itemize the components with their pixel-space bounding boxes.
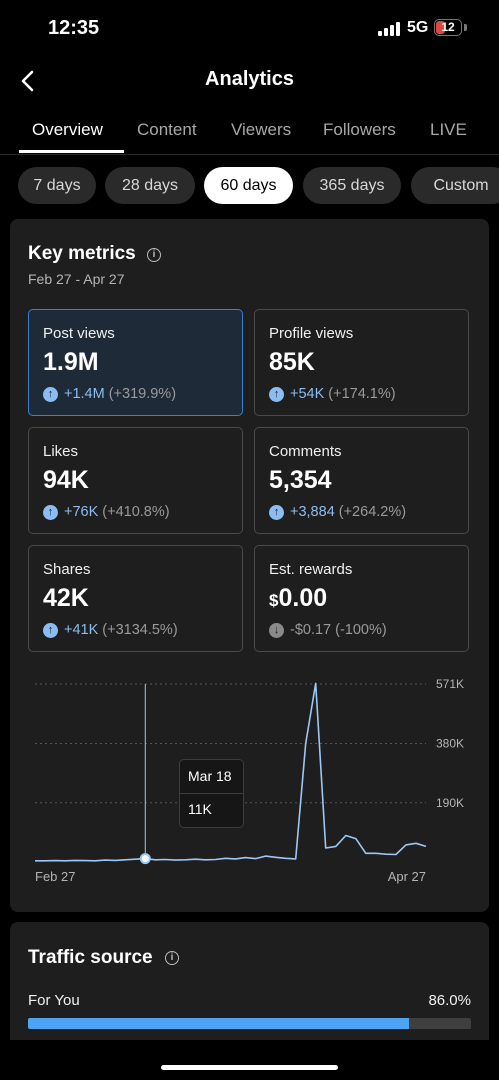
post-views-chart[interactable]: 190K 380K 571K Feb 27 Apr 27 [10, 669, 489, 899]
traffic-source-label: For You [28, 992, 80, 1009]
arrow-up-icon: ↑ [43, 504, 58, 520]
active-tab-indicator [19, 150, 124, 153]
signal-icon [378, 22, 400, 36]
metric-label: Likes [43, 443, 79, 460]
status-bar: 12:35 5G 12 [0, 0, 499, 56]
metric-pct: (+319.9%) [108, 386, 177, 402]
metric-change: ↑ +54K (+174.1%) [269, 386, 396, 402]
metric-value: 5,354 [269, 466, 332, 494]
traffic-source-title: Traffic source [28, 947, 153, 968]
chevron-left-icon [21, 70, 34, 92]
metric-delta: +76K [64, 504, 99, 520]
arrow-up-icon: ↑ [43, 622, 58, 638]
metric-label: Est. rewards [269, 561, 353, 578]
arrow-down-icon: ↓ [269, 622, 284, 638]
metric-change: ↑ +1.4M (+319.9%) [43, 386, 176, 402]
tab-overview[interactable]: Overview [32, 120, 103, 139]
y-tick-label: 380K [436, 737, 464, 751]
metric-label: Post views [43, 325, 115, 342]
tab-viewers[interactable]: Viewers [231, 120, 292, 139]
x-tick-label: Feb 27 [35, 869, 75, 884]
metric-change: ↑ +41K (+3134.5%) [43, 622, 178, 638]
battery-level: 12 [441, 20, 455, 34]
metric-value: 94K [43, 466, 89, 494]
info-icon[interactable]: i [165, 951, 179, 965]
status-time: 12:35 [48, 17, 100, 39]
y-tick-label: 571K [436, 677, 464, 691]
info-icon[interactable]: i [147, 248, 161, 262]
metric-value-number: 0.00 [278, 584, 328, 612]
back-button[interactable] [14, 66, 44, 96]
highlight-point [139, 853, 151, 865]
date-range-label: Feb 27 - Apr 27 [28, 271, 125, 287]
battery-icon: 12 [434, 19, 462, 36]
key-metrics-title: Key metrics [28, 243, 136, 264]
traffic-bar-track [28, 1018, 471, 1029]
metric-est-rewards[interactable]: Est. rewards $0.00 ↓ -$0.17 (-100%) [254, 545, 469, 652]
traffic-source-card: Traffic source i For You 86.0% [10, 922, 489, 1062]
network-type: 5G [407, 19, 429, 36]
metric-comments[interactable]: Comments 5,354 ↑ +3,884 (+264.2%) [254, 427, 469, 534]
metric-delta: +54K [290, 386, 325, 402]
bottom-area [0, 1040, 499, 1080]
arrow-up-icon: ↑ [269, 386, 284, 402]
metric-change: ↓ -$0.17 (-100%) [269, 622, 387, 638]
metric-delta: +41K [64, 622, 99, 638]
metric-likes[interactable]: Likes 94K ↑ +76K (+410.8%) [28, 427, 243, 534]
metric-pct: (+410.8%) [102, 504, 170, 520]
x-tick-label: Apr 27 [388, 869, 426, 884]
tab-bar: Overview Content Viewers Followers LIVE [0, 106, 499, 155]
metric-delta: +3,884 [290, 504, 335, 520]
metric-value: 1.9M [43, 348, 99, 376]
metric-change: ↑ +3,884 (+264.2%) [269, 504, 406, 520]
metric-post-views[interactable]: Post views 1.9M ↑ +1.4M (+319.9%) [28, 309, 243, 416]
page-title: Analytics [205, 68, 294, 90]
metric-label: Shares [43, 561, 91, 578]
chip-custom[interactable]: Custom [411, 167, 499, 204]
traffic-source-pct: 86.0% [428, 992, 471, 1009]
chip-7-days[interactable]: 7 days [18, 167, 96, 204]
tooltip-value: 11K [188, 801, 212, 817]
nav-header: Analytics [0, 56, 499, 106]
home-indicator[interactable] [161, 1065, 338, 1070]
metric-profile-views[interactable]: Profile views 85K ↑ +54K (+174.1%) [254, 309, 469, 416]
series-line [35, 682, 427, 862]
tooltip-divider [180, 793, 243, 794]
chart-tooltip: Mar 18 11K [179, 759, 244, 828]
arrow-up-icon: ↑ [269, 504, 284, 520]
metric-pct: (+3134.5%) [102, 622, 178, 638]
tooltip-date: Mar 18 [188, 768, 232, 784]
chip-60-days[interactable]: 60 days [204, 167, 293, 204]
metric-change: ↑ +76K (+410.8%) [43, 504, 170, 520]
metric-value: 42K [43, 584, 89, 612]
metric-label: Profile views [269, 325, 354, 342]
metric-pct: (+174.1%) [328, 386, 396, 402]
metric-delta: -$0.17 [290, 622, 332, 638]
metric-value: $0.00 [269, 584, 327, 613]
tab-followers[interactable]: Followers [323, 120, 396, 139]
date-range-chips: 7 days 28 days 60 days 365 days Custom [0, 167, 499, 205]
currency-symbol: $ [269, 591, 279, 610]
metric-value: 85K [269, 348, 315, 376]
metric-pct: (-100%) [335, 622, 387, 638]
metric-shares[interactable]: Shares 42K ↑ +41K (+3134.5%) [28, 545, 243, 652]
tab-live[interactable]: LIVE [430, 120, 467, 139]
key-metrics-card: Key metrics i Feb 27 - Apr 27 Post views… [10, 219, 489, 912]
tab-content[interactable]: Content [137, 120, 197, 139]
metric-pct: (+264.2%) [338, 504, 407, 520]
chip-365-days[interactable]: 365 days [303, 167, 401, 204]
battery-nub [464, 24, 467, 31]
traffic-bar-fill [28, 1018, 409, 1029]
chip-28-days[interactable]: 28 days [105, 167, 195, 204]
metric-label: Comments [269, 443, 342, 460]
metric-delta: +1.4M [64, 386, 105, 402]
y-tick-label: 190K [436, 796, 464, 810]
arrow-up-icon: ↑ [43, 386, 58, 402]
